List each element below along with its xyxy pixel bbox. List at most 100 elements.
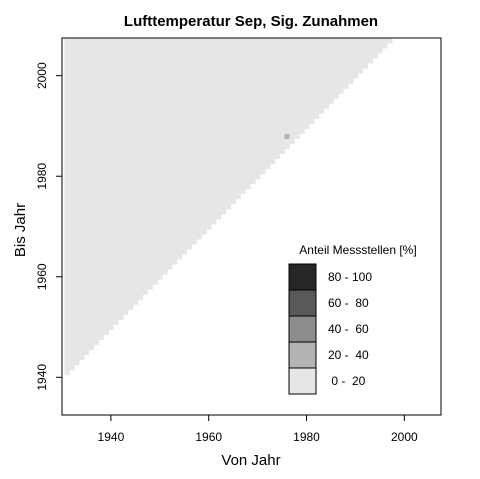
heatmap-cell xyxy=(108,274,114,280)
heatmap-cell xyxy=(84,58,90,64)
heatmap-cell xyxy=(167,249,173,255)
heatmap-cell xyxy=(318,38,325,44)
heatmap-cell xyxy=(93,143,100,149)
heatmap-cell xyxy=(186,58,192,64)
heatmap-cell xyxy=(308,53,315,59)
heatmap-cell xyxy=(313,108,320,114)
heatmap-cell xyxy=(328,63,334,69)
heatmap-cell xyxy=(64,63,70,69)
heatmap-cell xyxy=(152,203,158,210)
heatmap-cell xyxy=(88,344,95,351)
heatmap-cell xyxy=(206,158,212,165)
heatmap-cell xyxy=(93,108,100,114)
heatmap-cell xyxy=(152,223,158,230)
heatmap-cell xyxy=(64,93,70,99)
heatmap-cell xyxy=(64,168,70,175)
heatmap-cell xyxy=(186,118,192,124)
heatmap-cell xyxy=(157,68,163,74)
heatmap-cell xyxy=(93,193,100,200)
x-tick-label: 1980 xyxy=(293,430,320,444)
heatmap-cell xyxy=(186,93,192,99)
heatmap-cell xyxy=(269,128,276,134)
heatmap-cell xyxy=(74,264,80,270)
heatmap-cell xyxy=(269,58,276,64)
heatmap-cell xyxy=(84,128,90,134)
heatmap-cell xyxy=(235,143,241,149)
heatmap-cell xyxy=(196,168,202,175)
heatmap-cell xyxy=(235,178,241,185)
heatmap-cell xyxy=(255,143,261,149)
heatmap-cell xyxy=(84,88,90,94)
heatmap-cell xyxy=(128,239,134,245)
heatmap-cell xyxy=(235,98,241,104)
heatmap-cell xyxy=(147,68,153,74)
heatmap-cell xyxy=(84,334,90,340)
heatmap-cell xyxy=(230,168,237,175)
heatmap-cell xyxy=(216,138,222,144)
heatmap-cell xyxy=(113,163,119,170)
heatmap-cell xyxy=(123,254,129,260)
heatmap-cell xyxy=(338,78,344,84)
heatmap-cell xyxy=(181,43,188,49)
heatmap-cell xyxy=(64,208,70,215)
x-axis-label: Von Jahr xyxy=(221,452,280,469)
heatmap-cell xyxy=(191,123,197,129)
heatmap-cell xyxy=(245,123,251,129)
heatmap-cell xyxy=(93,208,100,215)
heatmap-cell xyxy=(162,264,168,270)
heatmap-cell xyxy=(79,208,85,215)
heatmap-cell xyxy=(93,138,100,144)
heatmap-cell xyxy=(230,138,237,144)
heatmap-cell xyxy=(206,223,212,230)
heatmap-cell xyxy=(172,183,178,190)
heatmap-cell xyxy=(74,324,80,330)
heatmap-cell xyxy=(123,249,129,255)
heatmap-cell xyxy=(328,98,334,104)
heatmap-cell xyxy=(88,264,95,270)
heatmap-cell xyxy=(269,148,276,155)
heatmap-cell xyxy=(128,249,134,255)
heatmap-cell xyxy=(279,83,285,89)
heatmap-cell xyxy=(201,103,207,109)
heatmap-cell xyxy=(84,223,90,230)
heatmap-cell xyxy=(98,168,104,175)
heatmap-cell xyxy=(308,103,315,109)
heatmap-cell xyxy=(220,143,227,149)
heatmap-cell xyxy=(88,48,95,54)
heatmap-cell xyxy=(74,284,80,290)
heatmap-cell xyxy=(137,58,144,64)
heatmap-cell xyxy=(98,249,104,255)
heatmap-cell xyxy=(230,178,237,185)
heatmap-cell xyxy=(196,158,202,165)
heatmap-cell xyxy=(128,43,134,49)
heatmap-cell xyxy=(64,203,70,210)
heatmap-cell xyxy=(308,83,315,89)
heatmap-cell xyxy=(128,294,134,300)
x-tick-label: 2000 xyxy=(391,430,418,444)
heatmap-cell xyxy=(118,304,124,310)
heatmap-cell xyxy=(147,63,153,69)
heatmap-cell xyxy=(186,223,192,230)
heatmap-cell xyxy=(93,123,100,129)
heatmap-cell xyxy=(255,73,261,79)
heatmap-cell xyxy=(98,289,104,295)
heatmap-cell xyxy=(201,223,207,230)
heatmap-cell xyxy=(308,98,315,104)
heatmap-cell xyxy=(308,73,315,79)
heatmap-cell xyxy=(274,148,281,155)
heatmap-cell xyxy=(308,58,315,64)
heatmap-cell xyxy=(264,118,271,124)
heatmap-cell xyxy=(69,163,75,170)
heatmap-cell xyxy=(201,178,207,185)
heatmap-cell xyxy=(264,48,271,54)
heatmap-cell xyxy=(172,138,178,144)
heatmap-cell xyxy=(225,188,232,195)
heatmap-cell xyxy=(103,269,109,275)
heatmap-cell xyxy=(235,78,241,84)
heatmap-cell xyxy=(123,153,129,160)
heatmap-cell xyxy=(123,118,129,124)
heatmap-cell xyxy=(269,63,276,69)
heatmap-cell xyxy=(64,108,70,114)
heatmap-cell xyxy=(84,218,90,225)
heatmap-cell xyxy=(186,78,192,84)
